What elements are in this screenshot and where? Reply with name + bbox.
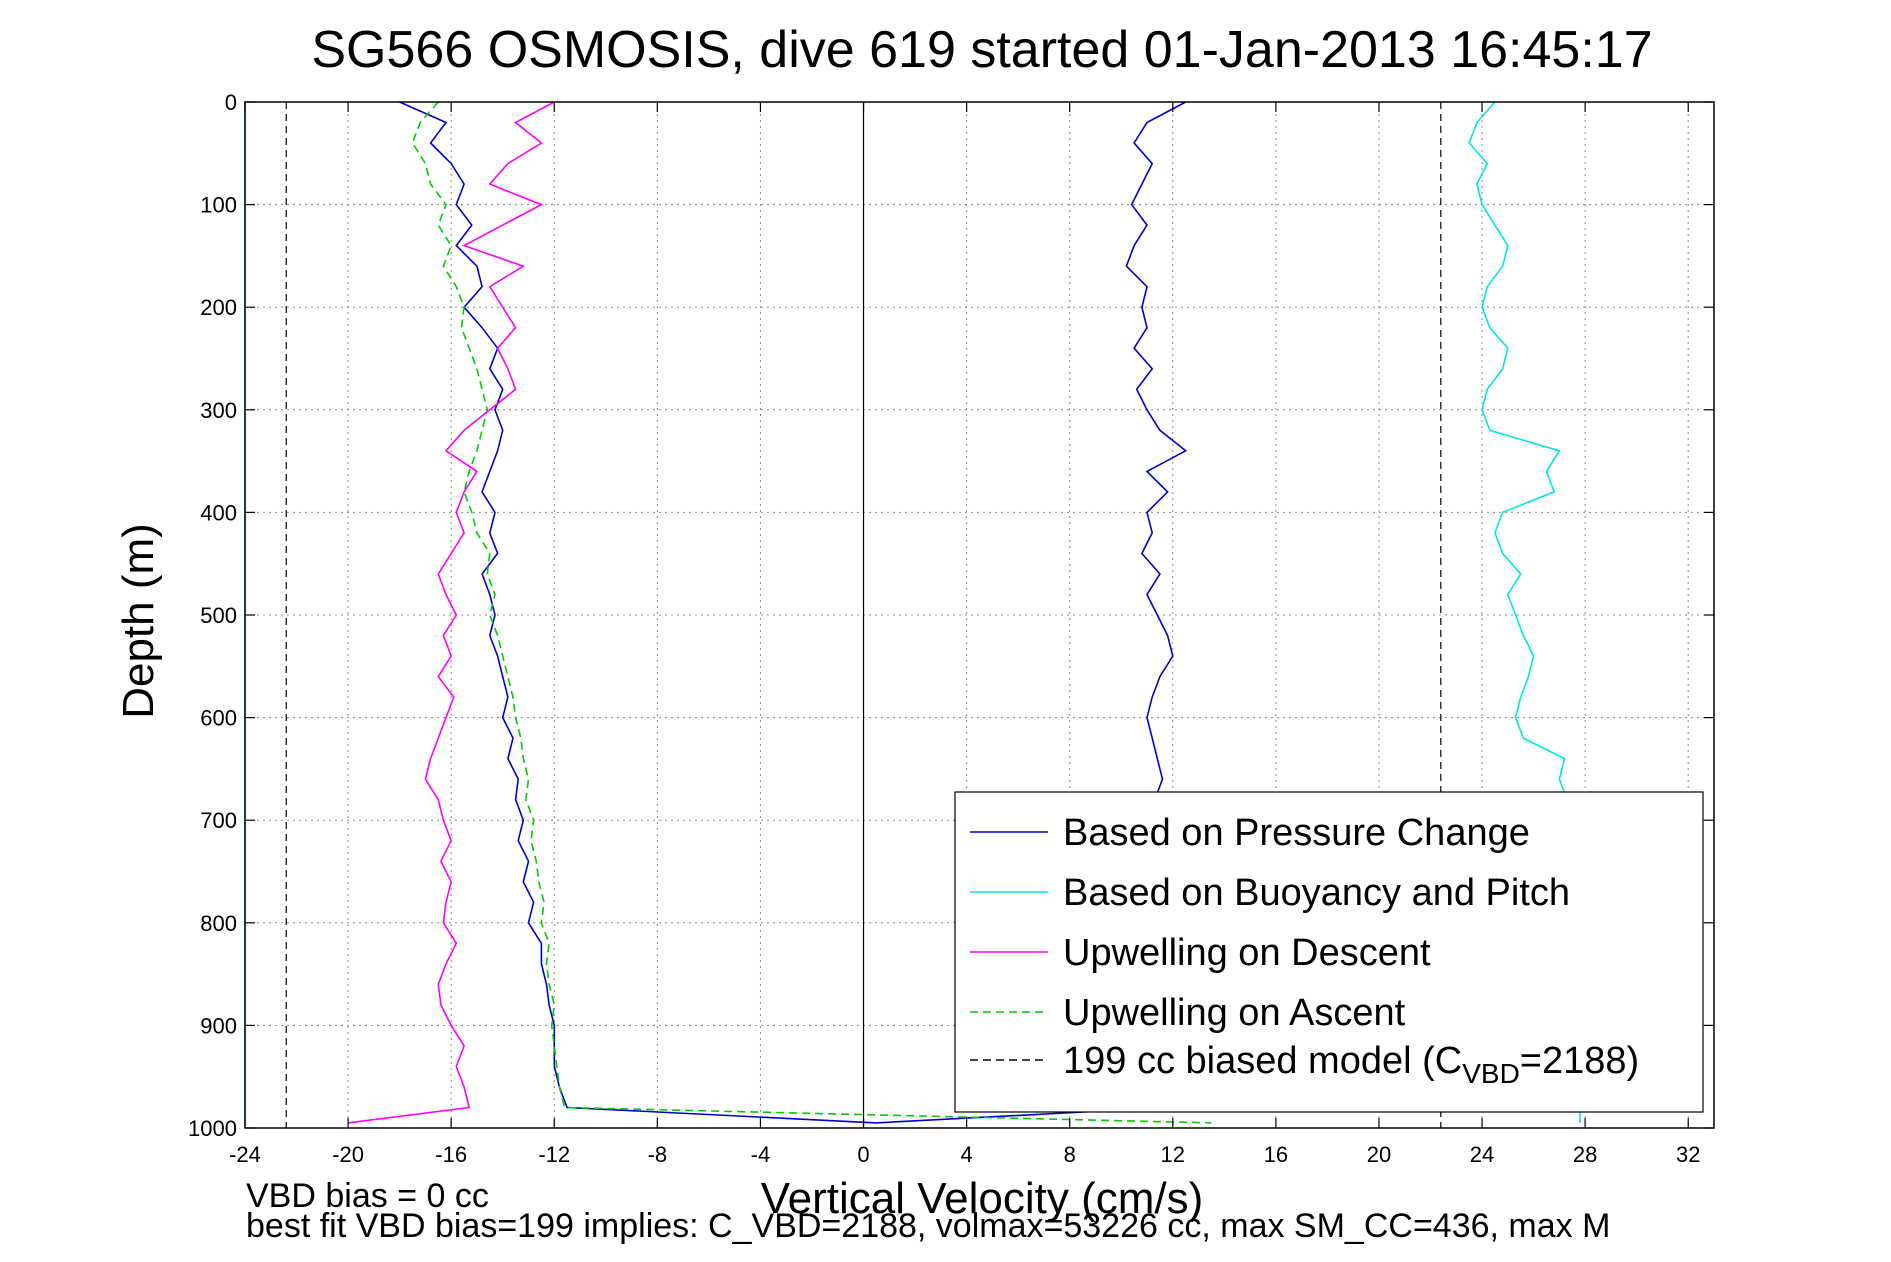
series-based-on-pressure-change-descent	[399, 101, 877, 1124]
x-tick-label: 0	[857, 1142, 869, 1167]
x-tick-label: 4	[960, 1142, 972, 1167]
y-tick-label: 300	[200, 398, 237, 423]
chart-title: SG566 OSMOSIS, dive 619 started 01-Jan-2…	[311, 21, 1652, 79]
y-axis-label: Depth (m)	[114, 523, 163, 719]
x-tick-label: 8	[1064, 1142, 1076, 1167]
y-tick-label: 1000	[188, 1116, 237, 1141]
y-tick-label: 0	[225, 90, 237, 115]
legend-label: Upwelling on Descent	[1063, 932, 1431, 974]
legend-entries: Based on Pressure Change Based on Buoyanc…	[970, 812, 1639, 1089]
legend: Based on Pressure Change Based on Buoyanc…	[954, 791, 1704, 1113]
x-tick-label: -24	[229, 1142, 261, 1167]
y-tick-label: 800	[200, 911, 237, 936]
x-tick-label: -8	[648, 1142, 668, 1167]
y-tick-label: 600	[200, 706, 237, 731]
series-upwelling-on-ascent	[411, 101, 1212, 1124]
legend-label: Based on Buoyancy and Pitch	[1063, 872, 1570, 914]
y-tick-label: 500	[200, 603, 237, 628]
x-tick-label: 20	[1367, 1142, 1391, 1167]
legend-label-subscript: VBD	[1462, 1058, 1520, 1089]
footer-best-fit: best fit VBD bias=199 implies: C_VBD=218…	[246, 1207, 1611, 1245]
legend-label: 199 cc biased model (CVBD=2188)	[1063, 1040, 1639, 1089]
y-tick-label: 400	[200, 500, 237, 525]
x-axis-label: Vertical Velocity (cm/s)	[761, 1174, 1204, 1223]
y-tick-label: 900	[200, 1013, 237, 1038]
legend-label-prefix: 199 cc biased model (C	[1063, 1040, 1462, 1082]
y-tick-label: 200	[200, 295, 237, 320]
x-tick-label: 24	[1470, 1142, 1494, 1167]
y-tick-label: 100	[200, 193, 237, 218]
legend-label: Upwelling on Ascent	[1063, 992, 1406, 1034]
footer-vbd-bias: VBD bias = 0 cc	[246, 1177, 489, 1215]
legend-label: Based on Pressure Change	[1063, 812, 1530, 854]
x-tick-label: 12	[1161, 1142, 1185, 1167]
x-tick-label: 28	[1573, 1142, 1597, 1167]
x-tick-label: -20	[332, 1142, 364, 1167]
x-tick-label: 16	[1264, 1142, 1288, 1167]
x-tick-label: 32	[1676, 1142, 1700, 1167]
axis-ticks: -24 -20 -16 -12 -8 -4 0 4 8 12 16 20 24 28 32 0 100 200 30…	[188, 90, 1714, 1167]
x-tick-label: -4	[751, 1142, 771, 1167]
x-tick-label: -16	[435, 1142, 467, 1167]
legend-label-suffix: =2188)	[1520, 1040, 1639, 1082]
series-upwelling-on-descent	[347, 101, 555, 1124]
y-tick-label: 700	[200, 808, 237, 833]
legend-box	[954, 791, 1704, 1113]
x-tick-label: -12	[538, 1142, 570, 1167]
